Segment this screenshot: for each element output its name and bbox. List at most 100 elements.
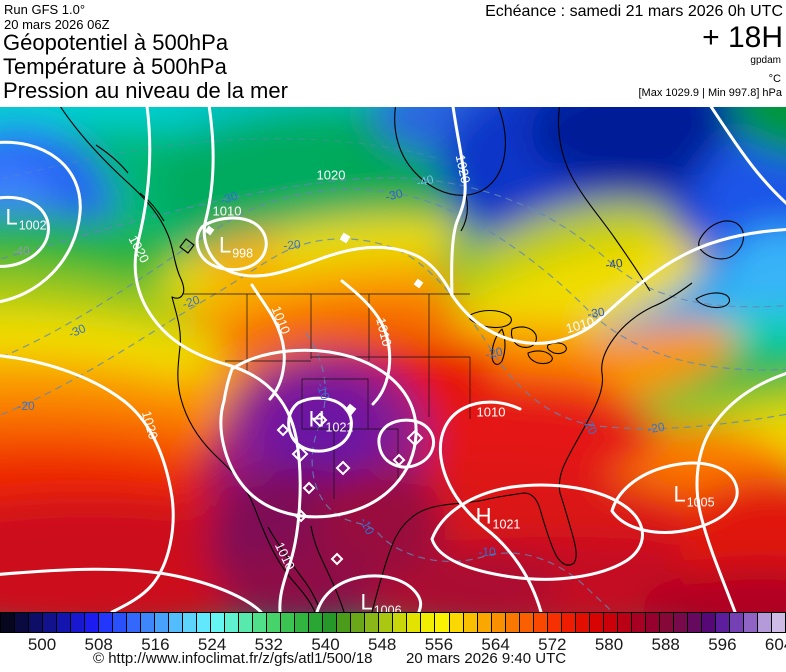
colorbar-cell	[323, 613, 338, 632]
isobar-label: 1020	[138, 409, 162, 441]
colorbar-cell	[337, 613, 352, 632]
colorbar-cell	[701, 613, 716, 632]
generation-datetime: 20 mars 2026 9:40 UTC	[406, 650, 567, 667]
colorbar-tick-label: 564	[481, 635, 510, 654]
colorbar-tick-label: 524	[197, 635, 227, 654]
colorbar-cell	[491, 613, 506, 632]
title-geopotential: Géopotentiel à 500hPa	[3, 30, 229, 55]
page-title: Géopotentiel à 500hPa Température à 500h…	[3, 31, 288, 103]
pressure-center-l998: L998	[219, 233, 254, 261]
run-model-line: Run GFS 1.0°	[4, 2, 86, 17]
unit-gpdam-label: gpdam	[750, 55, 781, 66]
colorbar-cell	[435, 613, 450, 632]
title-temperature: Température à 500hPa	[3, 54, 227, 79]
colorbar-cell	[71, 613, 86, 632]
unit-celsius-label: °C	[768, 73, 781, 85]
pressure-center-value: 998	[232, 246, 254, 261]
colorbar-tick-label: 516	[141, 635, 170, 654]
colorbar-tick-label: 556	[424, 635, 454, 654]
colorbar-cell	[687, 613, 702, 632]
colorbar-tick-label: 604	[764, 635, 786, 654]
isotherm-label: -20	[282, 237, 302, 253]
pressure-center-letter: L	[360, 589, 373, 612]
colorbar-cell	[225, 613, 240, 632]
isotherm-label: -40	[12, 244, 30, 258]
colorbar-cell	[421, 613, 436, 632]
colorbar-cell	[127, 613, 142, 632]
pressure-center-value: 1005	[686, 495, 715, 510]
geopotential-colorbar	[0, 612, 786, 633]
colorbar-tick-label: 596	[708, 635, 737, 654]
forecast-offset-label: + 18H	[702, 21, 783, 54]
colorbar-cell	[295, 613, 310, 632]
colorbar-tick-label: 532	[254, 635, 283, 654]
colorbar-cell	[575, 613, 590, 632]
colorbar-cell	[449, 613, 464, 632]
isotherm-label: -30	[66, 321, 88, 341]
pressure-center-h1021: H1021	[476, 504, 521, 532]
colorbar-cell	[113, 613, 128, 632]
colorbar-cell	[645, 613, 660, 632]
terrain-hatch-marks	[204, 225, 424, 566]
colorbar-cell	[771, 613, 785, 632]
pressure-center-l1002: L1002	[5, 205, 46, 233]
isotherm-label: -40	[414, 172, 436, 190]
colorbar-tick-label: 572	[538, 635, 567, 654]
run-date-line: 20 mars 2026 06Z	[4, 17, 110, 32]
colorbar-tick-labels: 500 508 516 524 532 540 548 556 564 572 580 588 596 6…	[0, 635, 786, 654]
colorbar-cell	[281, 613, 296, 632]
valid-time-label: Echéance : samedi 21 mars 2026 0h UTC	[485, 3, 783, 20]
copyright-url: © http://www.infoclimat.fr/z/gfs/atl1/50…	[93, 650, 373, 667]
isotherm-label: -20	[17, 399, 35, 413]
colorbar-cell	[603, 613, 618, 632]
isotherm-label: -20	[646, 419, 666, 437]
colorbar-cell	[169, 613, 184, 632]
colorbar-cell	[99, 613, 114, 632]
colorbar-cell	[519, 613, 534, 632]
isotherm-label: -30	[383, 186, 405, 204]
colorbar-cell	[617, 613, 632, 632]
colorbar-cell	[715, 613, 730, 632]
colorbar-tick-label: 540	[311, 635, 340, 654]
colorbar-tick-label: 500	[27, 635, 57, 654]
colorbar-cell	[589, 613, 604, 632]
colorbar-cell	[505, 613, 520, 632]
run-info: Run GFS 1.0° 20 mars 2026 06Z	[4, 2, 110, 32]
pressure-center-value: 1021	[492, 517, 521, 532]
isobar-label: 1010	[212, 203, 242, 219]
weather-map-svg	[0, 107, 786, 612]
colorbar-tick-label: 508	[84, 635, 113, 654]
colorbar-tick-label: 580	[594, 635, 624, 654]
isobar-label: 1020	[125, 232, 153, 266]
colorbar-cell	[155, 613, 170, 632]
coastline-layer	[60, 107, 745, 612]
pressure-minmax-label: [Max 1029.9 | Min 997.8] hPa	[638, 87, 783, 99]
pressure-center-value: 1006	[373, 603, 402, 612]
colorbar-cell	[253, 613, 268, 632]
isobar-label: 1020	[452, 153, 474, 185]
pressure-center-letter: H	[308, 406, 325, 432]
pressure-center-l1005: L1005	[673, 481, 715, 510]
isotherm-label: -10	[313, 380, 333, 402]
temperature-color-field	[0, 107, 786, 612]
isotherm-label: -20	[180, 292, 202, 312]
colorbar-cell	[757, 613, 772, 632]
pressure-center-value: 1021	[325, 420, 354, 435]
isobar-label: 1010	[476, 404, 506, 420]
isotherm-label: -20	[484, 344, 504, 362]
map-labels-layer: L1002 L998 H1021 H1021 L1005 L1006 1020 1010 102…	[0, 107, 786, 612]
isotherm-label: -10	[478, 545, 496, 559]
weather-map-region: L1002 L998 H1021 H1021 L1005 L1006 1020 1010 102…	[0, 107, 786, 612]
colorbar-cell	[1, 613, 16, 632]
isotherm-label: -30	[586, 304, 606, 322]
colorbar-cell	[183, 613, 198, 632]
pressure-center-letter: L	[673, 481, 686, 507]
title-pressure: Pression au niveau de la mer	[3, 78, 288, 103]
colorbar-cell	[673, 613, 688, 632]
colorbar-cell	[309, 613, 324, 632]
isobar-label: 1010	[373, 316, 395, 348]
isotherm-label: -20	[579, 415, 601, 437]
colorbar-cell	[533, 613, 548, 632]
colorbar-cell	[407, 613, 422, 632]
isobar-label: 1020	[316, 167, 346, 183]
